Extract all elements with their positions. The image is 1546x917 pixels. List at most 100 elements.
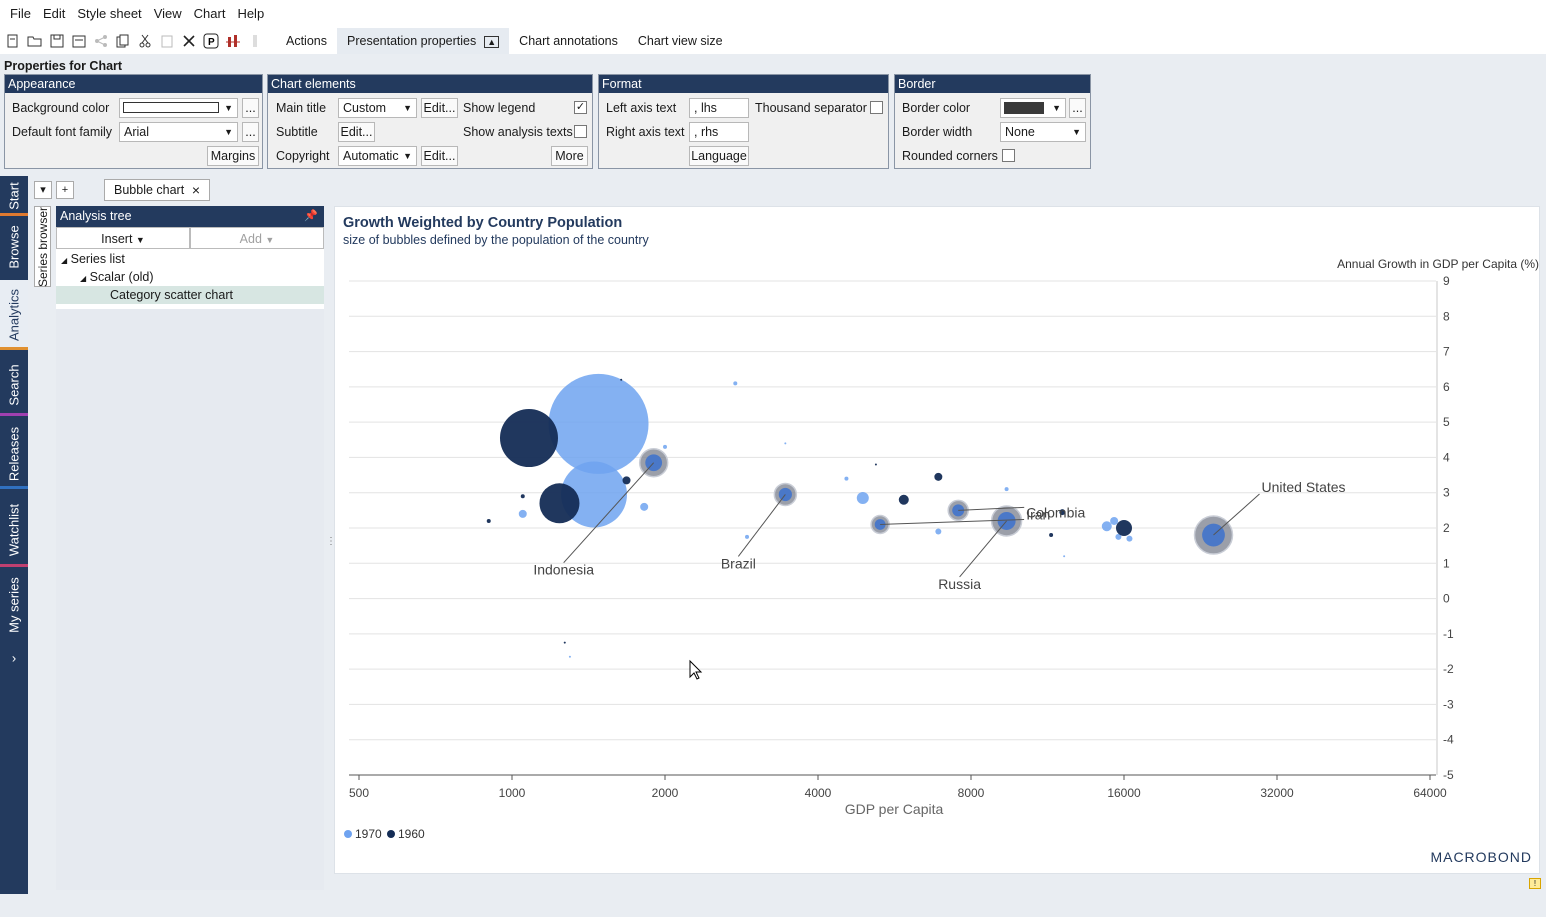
more-icon[interactable] bbox=[244, 30, 266, 52]
bubble-1970 bbox=[844, 476, 849, 481]
expand-icon[interactable]: ◢ bbox=[61, 256, 68, 265]
menu-file[interactable]: File bbox=[10, 6, 31, 21]
toolbar: P Actions Presentation properties ▲ Chart… bbox=[0, 28, 1546, 54]
document-tab-bar: ▾ + Bubble chart × bbox=[28, 176, 1546, 204]
margins-button[interactable]: Margins bbox=[207, 146, 259, 166]
pin-icon[interactable]: 📌 bbox=[304, 210, 318, 222]
save-icon[interactable] bbox=[46, 30, 68, 52]
bubble-1960 bbox=[622, 476, 631, 485]
nav-start-indicator bbox=[0, 213, 28, 216]
tree-node-scalar[interactable]: ◢ Scalar (old) bbox=[80, 268, 154, 286]
collapse-icon[interactable]: ▲ bbox=[484, 36, 500, 48]
tree-node-category-scatter[interactable]: Category scatter chart bbox=[56, 286, 324, 304]
add-tab-button[interactable]: + bbox=[56, 181, 74, 199]
border-color-picker[interactable]: ▼ bbox=[1000, 98, 1066, 118]
bubble-1970 bbox=[733, 381, 738, 386]
expand-icon[interactable]: ◢ bbox=[80, 274, 87, 283]
border-width-select[interactable]: None ▼ bbox=[1000, 122, 1086, 142]
nav-search[interactable]: Search bbox=[0, 354, 28, 416]
chart-icon[interactable] bbox=[222, 30, 244, 52]
bubble-chart[interactable]: 9 8 7 6 5 4 3 2 1 0 -1 -2 -3 -4 -5 500 1000 2000 4000 8000 1… bbox=[335, 207, 1539, 873]
presentation-icon[interactable]: P bbox=[200, 30, 222, 52]
nav-watchlist[interactable]: Watchlist bbox=[0, 492, 28, 567]
tab-actions[interactable]: Actions bbox=[286, 34, 327, 48]
new-icon[interactable] bbox=[2, 30, 24, 52]
menu-view[interactable]: View bbox=[153, 6, 182, 21]
bubble-1970 bbox=[663, 444, 667, 449]
tree-node-label: Series list bbox=[70, 252, 125, 266]
insert-button[interactable]: Insert ▼ bbox=[56, 227, 190, 249]
bubble-1960 bbox=[1116, 520, 1132, 536]
rounded-corners-checkbox[interactable] bbox=[1002, 149, 1015, 162]
nav-expand[interactable]: › bbox=[0, 646, 28, 670]
menu-chart[interactable]: Chart bbox=[193, 6, 226, 21]
background-color-more-button[interactable]: ... bbox=[242, 98, 259, 118]
chart-title: Growth Weighted by Country Population bbox=[343, 215, 623, 231]
annotation-leader bbox=[563, 462, 655, 564]
share-icon[interactable] bbox=[90, 30, 112, 52]
analysis-tree-panel: Analysis tree 📌 Insert ▼ Add ▼ ◢ Series … bbox=[56, 206, 324, 890]
nav-releases[interactable]: Releases bbox=[0, 419, 28, 489]
open-icon[interactable] bbox=[24, 30, 46, 52]
font-more-button[interactable]: ... bbox=[242, 122, 259, 142]
analysis-toolbar: Insert ▼ Add ▼ bbox=[56, 227, 324, 249]
tab-list-dropdown[interactable]: ▾ bbox=[34, 181, 52, 199]
background-color-picker[interactable]: ▼ bbox=[119, 98, 238, 118]
show-analysis-texts-checkbox[interactable] bbox=[574, 125, 587, 138]
tab-chart-annotations[interactable]: Chart annotations bbox=[519, 34, 618, 48]
bubble-1970 bbox=[745, 534, 750, 539]
chevron-down-icon: ▼ bbox=[224, 103, 233, 113]
nav-watchlist-label: Watchlist bbox=[6, 503, 22, 556]
add-label: Add bbox=[239, 232, 262, 246]
main-title-select[interactable]: Custom ▼ bbox=[338, 98, 417, 118]
tab-bubble-chart[interactable]: Bubble chart × bbox=[104, 179, 210, 201]
y-tick-label: 5 bbox=[1443, 415, 1450, 429]
border-color-more-button[interactable]: ... bbox=[1069, 98, 1086, 118]
font-family-select[interactable]: Arial ▼ bbox=[119, 122, 238, 142]
menu-help[interactable]: Help bbox=[237, 6, 265, 21]
save-as-icon[interactable] bbox=[68, 30, 90, 52]
y-tick-label: 8 bbox=[1443, 309, 1450, 323]
font-family-value: Arial bbox=[124, 125, 150, 139]
tab-chart-view-size[interactable]: Chart view size bbox=[637, 34, 723, 48]
status-bar bbox=[0, 894, 1546, 917]
delete-icon[interactable] bbox=[178, 30, 200, 52]
cut-icon[interactable] bbox=[134, 30, 156, 52]
x-tick-label: 64000 bbox=[1413, 786, 1447, 800]
nav-my-series[interactable]: My series bbox=[0, 570, 28, 640]
splitter-handle[interactable]: ⋮ bbox=[326, 536, 336, 547]
chevron-down-icon: ▼ bbox=[403, 103, 412, 113]
nav-watchlist-indicator bbox=[0, 564, 28, 567]
thousand-separator-checkbox[interactable] bbox=[870, 101, 883, 114]
language-button[interactable]: Language bbox=[689, 146, 749, 166]
brand-logo: MACROBOND bbox=[1430, 849, 1532, 865]
main-title-edit-button[interactable]: Edit... bbox=[421, 98, 458, 118]
bubble-1960 bbox=[1049, 533, 1054, 538]
show-legend-checkbox[interactable]: ✓ bbox=[574, 101, 587, 114]
analysis-tree: ◢ Series list ◢ Scalar (old) Category sc… bbox=[56, 249, 324, 309]
add-button[interactable]: Add ▼ bbox=[190, 227, 324, 249]
subtitle-edit-button[interactable]: Edit... bbox=[338, 122, 375, 142]
show-legend-label: Show legend bbox=[463, 101, 536, 115]
copyright-select[interactable]: Automatic ▼ bbox=[338, 146, 417, 166]
tab-bubble-chart-label: Bubble chart bbox=[114, 183, 185, 197]
right-axis-text-input[interactable]: , rhs bbox=[689, 122, 749, 142]
menu-edit[interactable]: Edit bbox=[42, 6, 66, 21]
nav-browse[interactable]: Browse bbox=[0, 217, 28, 277]
tab-presentation-properties[interactable]: Presentation properties ▲ bbox=[337, 28, 510, 54]
menu-style-sheet[interactable]: Style sheet bbox=[77, 6, 142, 21]
close-icon[interactable]: × bbox=[191, 182, 200, 198]
nav-browse-label: Browse bbox=[6, 225, 22, 269]
copyright-edit-button[interactable]: Edit... bbox=[421, 146, 458, 166]
nav-analytics[interactable]: Analytics bbox=[0, 280, 28, 350]
y-tick-label: 3 bbox=[1443, 486, 1450, 500]
more-button[interactable]: More bbox=[551, 146, 588, 166]
copy-icon[interactable] bbox=[112, 30, 134, 52]
warning-icon[interactable]: ! bbox=[1529, 878, 1541, 889]
series-browser-tab[interactable]: Series browser bbox=[34, 206, 51, 287]
tree-node-series-list[interactable]: ◢ Series list bbox=[61, 250, 125, 268]
paste-icon[interactable] bbox=[156, 30, 178, 52]
nav-start[interactable]: Start bbox=[0, 176, 28, 216]
left-axis-text-input[interactable]: , lhs bbox=[689, 98, 749, 118]
